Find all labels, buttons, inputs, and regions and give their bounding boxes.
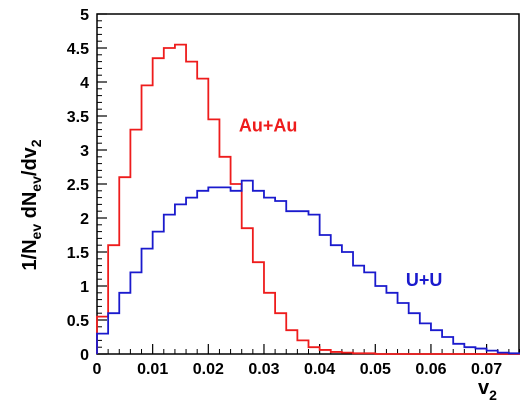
- y-tick-label: 2.5: [67, 177, 89, 194]
- x-tick-label: 0.01: [137, 361, 168, 378]
- annotation-label: Au+Au: [239, 116, 297, 136]
- x-tick-label: 0: [93, 361, 102, 378]
- series-au-au: [96, 43, 520, 355]
- series-u-u: [96, 179, 520, 355]
- y-tick-label: 2: [80, 211, 89, 228]
- series-layer: [96, 43, 520, 355]
- plot-frame: [96, 13, 520, 355]
- y-tick-label: 4: [80, 75, 89, 92]
- y-tick-label: 1: [80, 279, 89, 296]
- ticks: [96, 13, 520, 355]
- x-tick-label: 0.02: [193, 361, 224, 378]
- y-tick-label: 4.5: [67, 41, 89, 58]
- annotations: Au+Au U+U: [239, 116, 442, 290]
- x-tick-label: 0.07: [471, 361, 502, 378]
- y-tick-label: 3.5: [67, 109, 89, 126]
- x-tick-label: 0.04: [304, 361, 335, 378]
- x-tick-label: 0.06: [415, 361, 446, 378]
- y-tick-label: 5: [80, 7, 89, 24]
- y-tick-label: 1.5: [67, 245, 89, 262]
- x-axis-title: v2: [478, 377, 497, 403]
- y-axis-title: 1/Nev dNev/dv2: [19, 139, 44, 270]
- y-tick-label: 0: [80, 347, 89, 364]
- axes-frame: [96, 13, 520, 355]
- tick-labels: 0 0.5 1 1.5 2 2.5 3 3.5 4 4.5 5 0 0.01 0.02 0.03 0.04 0.…: [67, 7, 503, 378]
- x-tick-label: 0.03: [248, 361, 279, 378]
- annotation-label: U+U: [406, 270, 443, 290]
- y-tick-label: 0.5: [67, 313, 89, 330]
- y-tick-label: 3: [80, 143, 89, 160]
- x-tick-label: 0.05: [360, 361, 391, 378]
